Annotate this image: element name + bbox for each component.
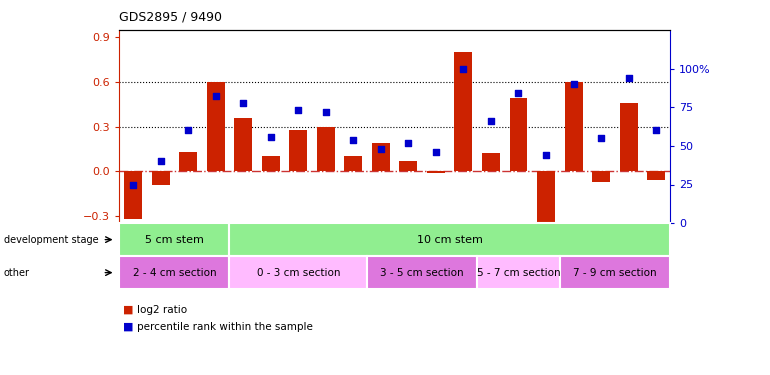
Bar <box>592 171 610 182</box>
Point <box>127 182 139 188</box>
Text: 3 - 5 cm section: 3 - 5 cm section <box>380 268 464 278</box>
Bar <box>262 156 280 171</box>
Bar <box>648 171 665 180</box>
Bar <box>427 171 445 172</box>
Text: 10 cm stem: 10 cm stem <box>417 235 483 244</box>
Text: GDS2895 / 9490: GDS2895 / 9490 <box>119 10 223 24</box>
Bar <box>510 98 527 171</box>
Point <box>182 128 194 134</box>
Point <box>292 107 304 113</box>
Bar <box>620 103 638 171</box>
Bar <box>207 82 225 171</box>
Point <box>512 90 524 96</box>
Point <box>622 75 634 81</box>
Text: 0 - 3 cm section: 0 - 3 cm section <box>256 268 340 278</box>
Point <box>265 134 277 140</box>
Point <box>567 81 580 87</box>
Point <box>347 137 360 143</box>
Bar <box>179 152 197 171</box>
Text: other: other <box>4 268 30 278</box>
Bar <box>454 52 472 171</box>
Text: 7 - 9 cm section: 7 - 9 cm section <box>573 268 657 278</box>
Point <box>402 140 414 146</box>
Text: ■: ■ <box>123 305 134 315</box>
Text: log2 ratio: log2 ratio <box>137 305 187 315</box>
Text: development stage: development stage <box>4 235 99 244</box>
Point <box>650 128 662 134</box>
Point <box>540 152 552 158</box>
Text: ■: ■ <box>123 322 134 332</box>
Point <box>485 118 497 124</box>
Bar <box>317 126 335 171</box>
Point <box>457 66 470 72</box>
Point <box>375 146 387 152</box>
Bar <box>564 82 582 171</box>
Bar <box>124 171 142 219</box>
Bar <box>537 171 555 228</box>
Point <box>209 93 222 99</box>
Text: 5 - 7 cm section: 5 - 7 cm section <box>477 268 561 278</box>
Bar <box>482 153 500 171</box>
Point <box>155 158 167 164</box>
Bar <box>372 143 390 171</box>
Point <box>595 135 608 141</box>
Point <box>237 100 249 106</box>
Bar <box>152 171 169 184</box>
Bar <box>234 118 252 171</box>
Bar <box>400 161 417 171</box>
Text: percentile rank within the sample: percentile rank within the sample <box>137 322 313 332</box>
Bar <box>290 129 307 171</box>
Point <box>320 109 332 115</box>
Point <box>430 149 442 155</box>
Bar <box>344 156 362 171</box>
Text: 2 - 4 cm section: 2 - 4 cm section <box>132 268 216 278</box>
Text: 5 cm stem: 5 cm stem <box>145 235 204 244</box>
